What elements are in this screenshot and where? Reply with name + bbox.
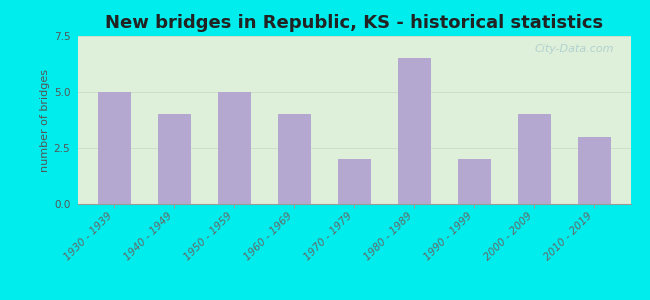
Bar xyxy=(578,137,611,204)
Bar xyxy=(98,92,131,204)
Bar xyxy=(398,58,431,204)
Bar xyxy=(157,114,190,204)
Text: City-Data.com: City-Data.com xyxy=(534,44,614,54)
Title: New bridges in Republic, KS - historical statistics: New bridges in Republic, KS - historical… xyxy=(105,14,603,32)
Bar xyxy=(338,159,370,204)
Bar xyxy=(218,92,251,204)
Bar xyxy=(458,159,491,204)
Bar xyxy=(278,114,311,204)
Y-axis label: number of bridges: number of bridges xyxy=(40,68,49,172)
Bar xyxy=(518,114,551,204)
